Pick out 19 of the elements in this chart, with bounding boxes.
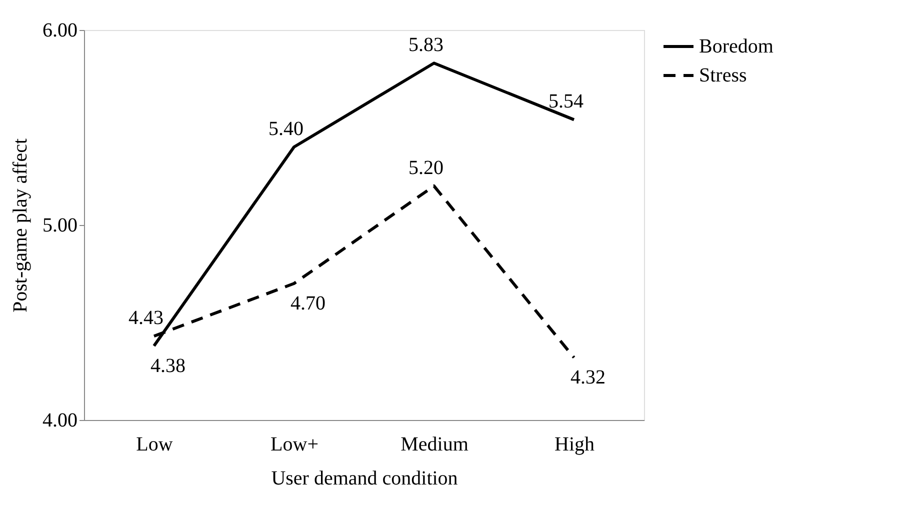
data-label: 5.40 xyxy=(268,118,304,140)
data-label: 5.54 xyxy=(548,90,584,113)
y-axis-title: Post-game play affect xyxy=(10,138,32,313)
data-label: 5.83 xyxy=(408,34,444,56)
x-tick-label: Medium xyxy=(400,434,469,456)
data-label: 4.70 xyxy=(290,292,326,314)
data-label: 4.32 xyxy=(570,366,606,389)
y-tick-label: 4.00 xyxy=(42,410,78,432)
x-tick-label: Low+ xyxy=(270,434,318,456)
y-tick-label: 5.00 xyxy=(42,214,78,236)
data-label: 4.43 xyxy=(128,307,164,330)
data-label: 4.38 xyxy=(150,354,186,377)
legend-label: Boredom xyxy=(699,36,774,58)
data-label: 5.20 xyxy=(408,157,444,179)
x-axis-title: User demand condition xyxy=(271,468,458,490)
x-tick-label: Low xyxy=(136,434,174,456)
x-tick-label: High xyxy=(554,434,594,456)
y-tick-label: 6.00 xyxy=(42,20,78,42)
legend-label: Stress xyxy=(699,64,747,86)
